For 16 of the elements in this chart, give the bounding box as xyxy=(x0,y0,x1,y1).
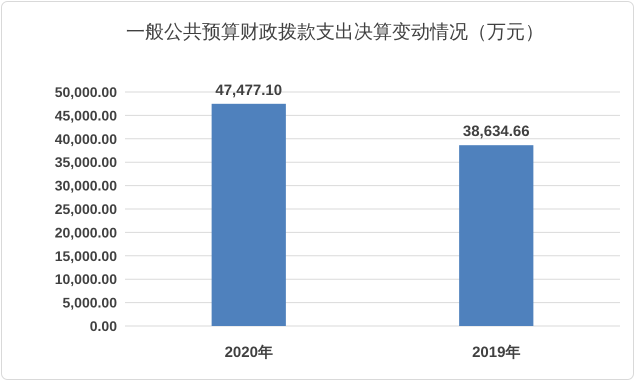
y-tick-label: 25,000.00 xyxy=(54,201,118,217)
y-tick-label: 0.00 xyxy=(90,318,118,334)
data-label: 38,634.66 xyxy=(462,123,530,140)
y-tick-label: 20,000.00 xyxy=(54,224,118,240)
chart-title: 一般公共预算财政拨款支出决算变动情况（万元） xyxy=(126,21,544,43)
y-tick-label: 15,000.00 xyxy=(54,248,118,264)
y-tick-label: 5,000.00 xyxy=(62,294,118,311)
y-tick-label: 40,000.00 xyxy=(54,130,118,147)
x-tick-label: 2019年 xyxy=(472,344,520,361)
y-tick-label: 35,000.00 xyxy=(54,154,118,170)
y-tick-label: 30,000.00 xyxy=(54,178,118,194)
data-label: 47,477.10 xyxy=(215,82,282,99)
y-tick-label: 50,000.00 xyxy=(54,84,118,100)
y-tick-label: 10,000.00 xyxy=(54,271,118,288)
x-tick-label: 2020年 xyxy=(224,344,273,361)
y-tick-label: 45,000.00 xyxy=(54,107,118,124)
